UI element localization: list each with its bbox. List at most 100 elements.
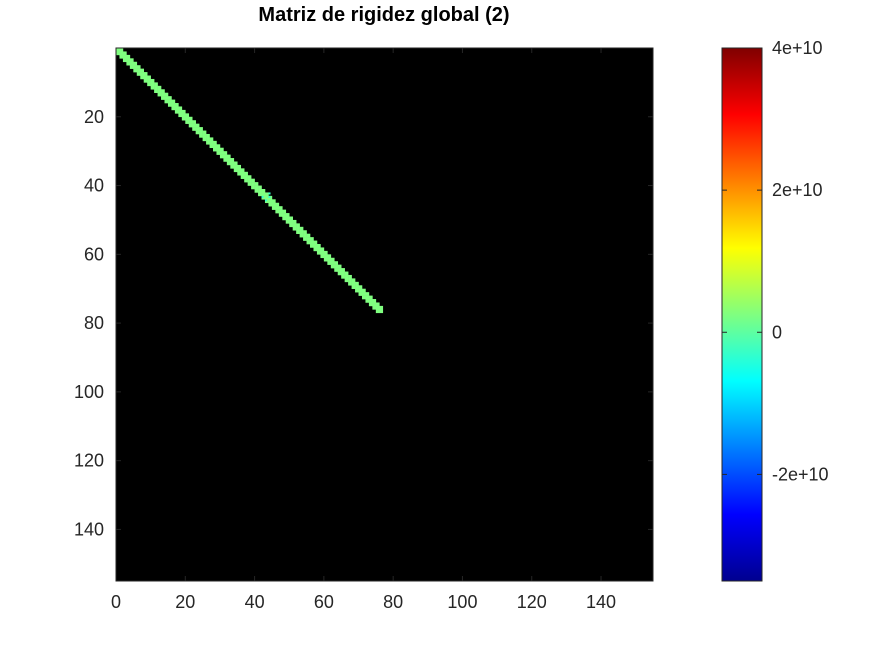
- matrix-cell: [133, 68, 138, 73]
- matrix-cell: [365, 299, 370, 303]
- y-tick-label: 100: [74, 382, 104, 402]
- matrix-cell: [375, 309, 380, 314]
- matrix-cell: [171, 106, 176, 111]
- matrix-cell: [313, 240, 318, 245]
- matrix-cell: [122, 58, 127, 63]
- matrix-cell: [230, 161, 235, 166]
- matrix-cell: [188, 123, 193, 128]
- matrix-cell: [251, 178, 255, 183]
- matrix-cell: [251, 182, 255, 186]
- matrix-cell: [157, 92, 162, 97]
- matrix-cell: [278, 209, 283, 214]
- chart-title: Matriz de rigidez global (2): [258, 4, 510, 26]
- matrix-cell: [216, 151, 221, 155]
- matrix-cell: [358, 288, 363, 293]
- x-tick-label: 80: [383, 592, 403, 612]
- x-tick-label: 60: [314, 592, 334, 612]
- matrix-cell: [355, 285, 359, 290]
- matrix-cell: [213, 147, 217, 152]
- matrix-cell: [361, 295, 366, 300]
- matrix-cell: [140, 72, 145, 76]
- matrix-cell: [285, 213, 290, 217]
- matrix-cell: [202, 130, 207, 135]
- matrix-cell: [361, 292, 366, 296]
- matrix-cell: [188, 116, 193, 121]
- x-tick-label: 120: [517, 592, 547, 612]
- matrix-cell: [150, 82, 155, 87]
- matrix-cell: [167, 96, 172, 100]
- matrix-cell: [320, 254, 325, 259]
- matrix-cell: [154, 82, 158, 87]
- matrix-cell: [351, 281, 356, 286]
- matrix-cell: [233, 168, 238, 173]
- matrix-cell: [316, 250, 321, 255]
- matrix-cell: [240, 171, 245, 176]
- matrix-cell: [116, 51, 120, 56]
- matrix-cell: [129, 61, 134, 66]
- matrix-cell: [348, 281, 352, 286]
- matrix-cell: [247, 178, 252, 183]
- matrix-cell: [178, 109, 183, 114]
- matrix-cell: [174, 109, 179, 114]
- matrix-cell: [275, 202, 280, 207]
- matrix-cell: [126, 61, 131, 66]
- matrix-cell: [136, 72, 141, 76]
- y-tick-label: 40: [84, 176, 104, 196]
- x-tick-label: 0: [111, 592, 121, 612]
- y-tick-label: 120: [74, 451, 104, 471]
- matrix-cell: [226, 158, 231, 162]
- matrix-cell: [157, 85, 162, 90]
- matrix-cell: [161, 92, 165, 97]
- matrix-cell: [219, 147, 224, 152]
- matrix-cell: [278, 213, 283, 217]
- matrix-cell: [299, 233, 304, 238]
- coupling-cell: [268, 195, 271, 198]
- matrix-cell: [292, 219, 297, 224]
- matrix-cell: [368, 299, 373, 303]
- matrix-cell: [226, 154, 231, 159]
- matrix-cell: [199, 130, 203, 135]
- matrix-cell: [185, 120, 190, 124]
- matrix-cell: [178, 106, 183, 111]
- matrix-cell: [178, 113, 183, 118]
- matrix-cell: [233, 161, 238, 166]
- matrix-cell: [157, 89, 162, 93]
- matrix-cell: [202, 137, 207, 142]
- matrix-cell: [147, 78, 151, 83]
- matrix-cell: [213, 140, 217, 145]
- matrix-cell: [219, 151, 224, 155]
- matrix-cell: [233, 164, 238, 169]
- matrix-cell: [216, 144, 221, 149]
- matrix-cell: [358, 285, 363, 290]
- matrix-cell: [174, 103, 179, 107]
- matrix-cell: [379, 305, 384, 310]
- matrix-cell: [126, 58, 131, 63]
- matrix-cell: [164, 92, 169, 97]
- matrix-cell: [122, 54, 127, 59]
- matrix-cell: [258, 188, 262, 193]
- matrix-cell: [337, 271, 342, 276]
- matrix-cell: [119, 51, 124, 56]
- matrix-cell: [209, 137, 214, 142]
- matrix-cell: [181, 109, 186, 114]
- matrix-cell: [143, 78, 148, 83]
- matrix-cell: [247, 182, 252, 186]
- matrix-cell: [310, 237, 314, 241]
- matrix-cell: [244, 175, 248, 179]
- matrix-cell: [254, 185, 259, 190]
- matrix-cell: [316, 247, 321, 252]
- matrix-cell: [188, 120, 193, 124]
- matrix-cell: [271, 202, 276, 207]
- x-tick-label: 140: [586, 592, 616, 612]
- matrix-cell: [230, 158, 235, 162]
- matrix-cell: [244, 171, 248, 176]
- matrix-cell: [154, 89, 158, 93]
- matrix-cell: [296, 223, 300, 228]
- colorbar-tick-label: 0: [772, 322, 782, 342]
- matrix-cell: [310, 240, 314, 245]
- matrix-cell: [192, 120, 196, 124]
- matrix-cell: [171, 99, 176, 104]
- matrix-cell: [226, 161, 231, 166]
- colorbar-tick-label: 4e+10: [772, 38, 823, 58]
